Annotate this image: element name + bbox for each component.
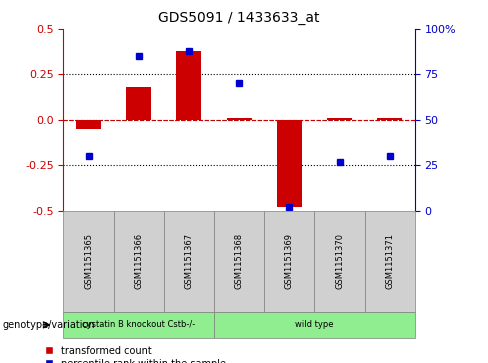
Bar	[164, 211, 214, 312]
Text: genotype/variation: genotype/variation	[2, 320, 95, 330]
Text: GSM1151367: GSM1151367	[184, 233, 193, 289]
Bar	[214, 211, 264, 312]
Text: wild type: wild type	[295, 321, 334, 329]
Bar	[226, 118, 252, 120]
Bar	[63, 312, 214, 338]
Text: GSM1151365: GSM1151365	[84, 233, 93, 289]
Bar	[63, 211, 114, 312]
Bar	[264, 211, 314, 312]
Text: GSM1151366: GSM1151366	[134, 233, 143, 289]
Bar	[327, 118, 352, 120]
Bar	[377, 118, 402, 120]
Text: GSM1151370: GSM1151370	[335, 233, 344, 289]
Bar	[176, 51, 202, 120]
Bar	[76, 120, 101, 129]
Title: GDS5091 / 1433633_at: GDS5091 / 1433633_at	[159, 11, 320, 25]
Bar	[277, 120, 302, 207]
Text: GSM1151369: GSM1151369	[285, 233, 294, 289]
Bar	[114, 211, 164, 312]
Text: GSM1151368: GSM1151368	[235, 233, 244, 289]
Bar	[365, 211, 415, 312]
Bar	[314, 211, 365, 312]
Legend: transformed count, percentile rank within the sample: transformed count, percentile rank withi…	[44, 346, 226, 363]
Text: cystatin B knockout Cstb-/-: cystatin B knockout Cstb-/-	[82, 321, 195, 329]
Bar	[214, 312, 415, 338]
Text: GSM1151371: GSM1151371	[385, 233, 394, 289]
Bar	[126, 87, 151, 120]
